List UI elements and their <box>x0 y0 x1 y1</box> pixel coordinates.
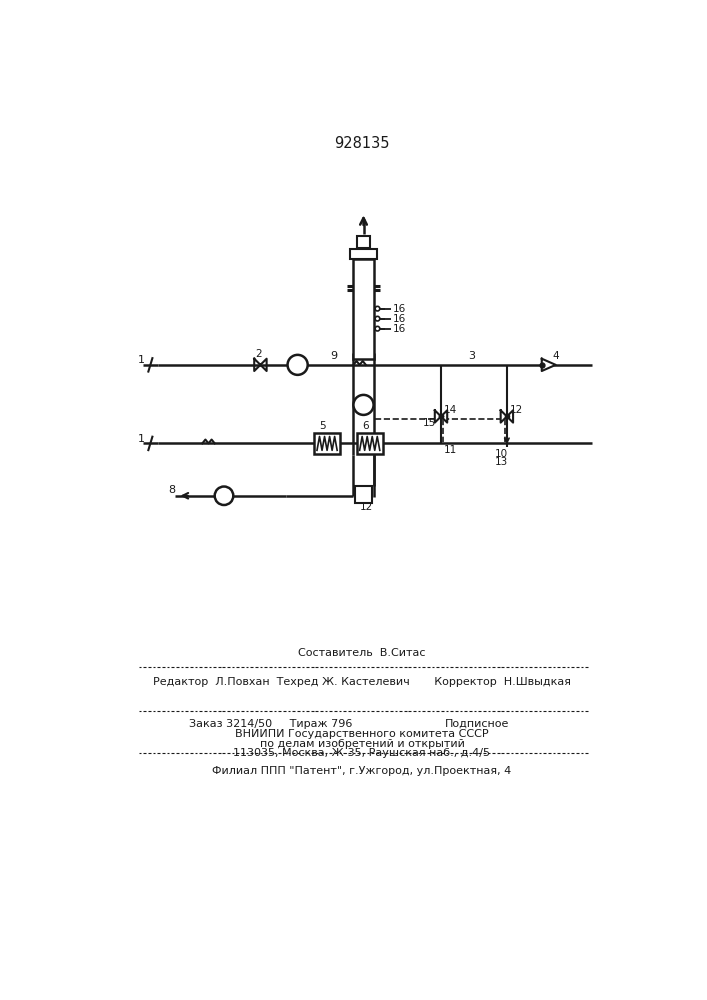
Text: 4: 4 <box>553 351 559 361</box>
Text: 3: 3 <box>468 351 475 361</box>
Circle shape <box>354 395 373 415</box>
Text: 5: 5 <box>320 421 326 431</box>
Text: Подписное: Подписное <box>445 719 509 729</box>
Text: 16: 16 <box>393 314 407 324</box>
Text: ВНИИПИ Государственного комитета СССР: ВНИИПИ Государственного комитета СССР <box>235 729 489 739</box>
Text: по делам изобретений и открытий: по делам изобретений и открытий <box>259 739 464 749</box>
Circle shape <box>375 306 380 311</box>
Text: 13: 13 <box>494 457 508 467</box>
Text: 16: 16 <box>393 304 407 314</box>
Polygon shape <box>542 359 556 371</box>
Text: Составитель  В.Ситас: Составитель В.Ситас <box>298 648 426 658</box>
Bar <box>314 433 340 454</box>
Text: 113035, Москва, Ж-35, Раушская наб., д.4/5: 113035, Москва, Ж-35, Раушская наб., д.4… <box>233 748 491 758</box>
Text: 9: 9 <box>330 351 337 361</box>
Circle shape <box>215 487 233 505</box>
Text: Филиал ППП "Патент", г.Ужгород, ул.Проектная, 4: Филиал ППП "Патент", г.Ужгород, ул.Проек… <box>212 766 512 776</box>
Polygon shape <box>501 410 513 423</box>
Text: 2: 2 <box>255 349 262 359</box>
Text: 15: 15 <box>422 418 436 428</box>
Text: 12: 12 <box>360 502 373 512</box>
Text: 11: 11 <box>443 445 457 455</box>
Bar <box>356 235 370 248</box>
Circle shape <box>288 355 308 375</box>
Bar <box>354 259 373 359</box>
Circle shape <box>375 326 380 331</box>
Text: 1: 1 <box>138 355 144 365</box>
Text: 6: 6 <box>362 421 368 431</box>
Text: Заказ 3214/50     Тираж 796: Заказ 3214/50 Тираж 796 <box>189 719 353 729</box>
Text: 16: 16 <box>393 324 407 334</box>
Text: 8: 8 <box>168 485 175 495</box>
Polygon shape <box>435 410 448 423</box>
Text: 12: 12 <box>510 405 523 415</box>
Text: Редактор  Л.Повхан  Техред Ж. Кастелевич       Корректор  Н.Швыдкая: Редактор Л.Повхан Техред Ж. Кастелевич К… <box>153 677 571 687</box>
Text: 10: 10 <box>494 449 508 459</box>
Circle shape <box>375 316 380 321</box>
Text: 14: 14 <box>444 405 457 415</box>
Bar <box>356 433 383 454</box>
Bar <box>349 249 378 259</box>
Text: 1: 1 <box>138 434 144 444</box>
Text: 928135: 928135 <box>334 136 390 151</box>
Bar <box>355 486 372 503</box>
